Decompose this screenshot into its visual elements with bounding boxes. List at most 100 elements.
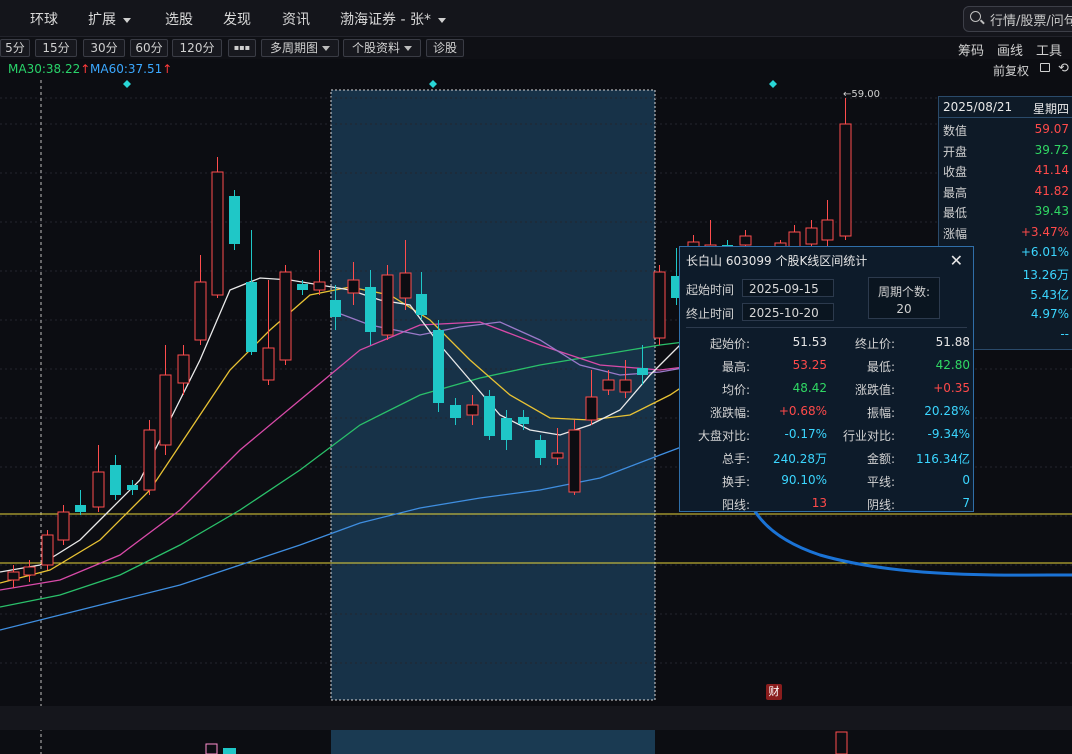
menu-stock-picker[interactable]: 选股 [165, 12, 193, 28]
info-row-label: 涨幅 [943, 226, 968, 241]
close-icon[interactable]: ✕ [949, 251, 963, 270]
chart-toolbar: 5分 15分 30分 60分 120分 ▪▪▪ 多周期图 个股资料 诊股 筹码 … [0, 37, 1072, 59]
search-input[interactable]: 行情/股票/问句 [963, 6, 1072, 32]
info-row-label: 最高 [943, 185, 968, 200]
adjust-mode-button[interactable]: 前复权 [993, 64, 1030, 78]
stat-label: 起始价: [709, 337, 750, 351]
info-row-value: 39.72 [1034, 142, 1069, 157]
menu-news[interactable]: 资讯 [282, 12, 310, 28]
candle-body [484, 396, 495, 436]
candle-body [450, 405, 461, 418]
candle-body [330, 300, 341, 317]
candle-body [211, 171, 224, 296]
candle-body [262, 347, 275, 381]
period-60min-button[interactable]: 60分 [130, 39, 168, 57]
finance-badge[interactable]: 财 [766, 684, 782, 700]
selection-region[interactable] [331, 90, 655, 700]
diamond-marker [123, 80, 131, 88]
info-row: 涨幅 +3.47% [939, 222, 1072, 242]
candle-body [23, 566, 36, 576]
info-date: 2025/08/21 [943, 100, 1013, 114]
stat-value: -9.34% [927, 427, 970, 441]
candle-body [365, 287, 376, 332]
candle-body [381, 274, 394, 336]
stat-value: 51.88 [935, 335, 970, 349]
info-row-value: 4.97% [1030, 306, 1069, 321]
period-120min-button[interactable]: 120分 [172, 39, 222, 57]
info-row-value: -- [1060, 327, 1069, 341]
chevron-down-icon [404, 46, 412, 51]
stat-label: 阳线: [721, 498, 750, 512]
stat-label: 涨跌值: [854, 383, 895, 397]
search-placeholder: 行情/股票/问句 [990, 14, 1072, 29]
menu-extend[interactable]: 扩展 [88, 9, 131, 29]
start-time-field[interactable]: 2025-09-15 [742, 279, 834, 297]
stat-label: 最高: [721, 360, 750, 374]
info-row-label: 开盘 [943, 144, 968, 159]
chips-button[interactable]: 筹码 [958, 44, 985, 59]
search-icon [970, 11, 981, 22]
stat-value: 51.53 [792, 335, 827, 349]
marker-diamonds [123, 80, 777, 88]
candle-body [433, 330, 444, 403]
stock-info-label: 个股资料 [351, 41, 400, 55]
info-row: 13.26万 [939, 263, 1072, 283]
stat-value: 90.10% [781, 473, 827, 487]
divider [686, 327, 967, 328]
period-5min-button[interactable]: 5分 [0, 39, 30, 57]
stat-label: 终止价: [854, 337, 895, 351]
diamond-marker [769, 80, 777, 88]
period-count-label: 周期个数: [877, 285, 931, 299]
info-row: 最高 41.82 [939, 181, 1072, 201]
menu-discover[interactable]: 发现 [223, 12, 251, 28]
end-time-label: 终止时间 [686, 307, 735, 321]
ma60-label: MA60:37.51↑ [90, 62, 172, 76]
candle-body [839, 123, 852, 237]
info-header: 2025/08/21 星期四 [939, 97, 1072, 118]
candle-body [75, 505, 86, 512]
range-stats-popup: 长白山 603099 个股K线区间统计 ✕ 起始时间 2025-09-15 终止… [679, 246, 974, 512]
ma30-label: MA30:38.22↑ [8, 62, 90, 76]
stat-value: 0 [962, 473, 970, 487]
candle-body [416, 294, 427, 315]
ma30-line [0, 339, 701, 608]
undo-icon[interactable]: ⟲ [1058, 61, 1069, 76]
info-row: +6.01% [939, 242, 1072, 262]
stat-value: 7 [962, 496, 970, 510]
tools-button[interactable]: 工具 [1036, 44, 1063, 59]
info-row-value: 41.14 [1034, 163, 1069, 177]
info-row-value: +3.47% [1020, 224, 1069, 239]
volume-bar [223, 748, 236, 754]
menu-broker-account[interactable]: 渤海证券 - 张* [340, 9, 446, 29]
stat-value: 48.42 [792, 381, 827, 395]
stat-value: 53.25 [792, 358, 827, 372]
end-time-field[interactable]: 2025-10-20 [742, 303, 834, 321]
candle-body [313, 281, 326, 291]
candle-body [535, 440, 546, 458]
top-menu-bar: 环球 扩展 选股 发现 资讯 渤海证券 - 张* 行情/股票/问句 [0, 0, 1072, 37]
stat-value: 116.34亿 [916, 452, 970, 466]
candle-body [602, 379, 615, 391]
draw-line-button[interactable]: 画线 [997, 44, 1024, 59]
period-15min-button[interactable]: 15分 [35, 39, 77, 57]
period-30min-button[interactable]: 30分 [83, 39, 125, 57]
candle-body [159, 374, 172, 446]
stat-value: 13 [811, 496, 827, 510]
menu-global[interactable]: 环球 [30, 12, 58, 28]
stat-value: -0.17% [784, 427, 827, 441]
stat-label: 行业对比: [842, 429, 895, 443]
info-row: 收盘 41.14 [939, 160, 1072, 180]
candle-body [551, 452, 564, 459]
candle-body [821, 219, 834, 241]
stock-info-dropdown[interactable]: 个股资料 [343, 39, 421, 57]
quote-info-panel: 2025/08/21 星期四 数值 59.07 开盘 39.72 收盘 41.14 最高 41… [938, 96, 1072, 350]
candle-body [568, 429, 581, 493]
lock-icon[interactable] [1040, 63, 1050, 72]
more-periods-button[interactable]: ▪▪▪ [228, 39, 256, 57]
diagnose-button[interactable]: 诊股 [426, 39, 464, 57]
candle-body [399, 272, 412, 299]
info-row: 数值 59.07 [939, 119, 1072, 139]
menu-extend-label: 扩展 [88, 12, 116, 28]
stat-label: 大盘对比: [697, 429, 750, 443]
multi-period-dropdown[interactable]: 多周期图 [261, 39, 339, 57]
